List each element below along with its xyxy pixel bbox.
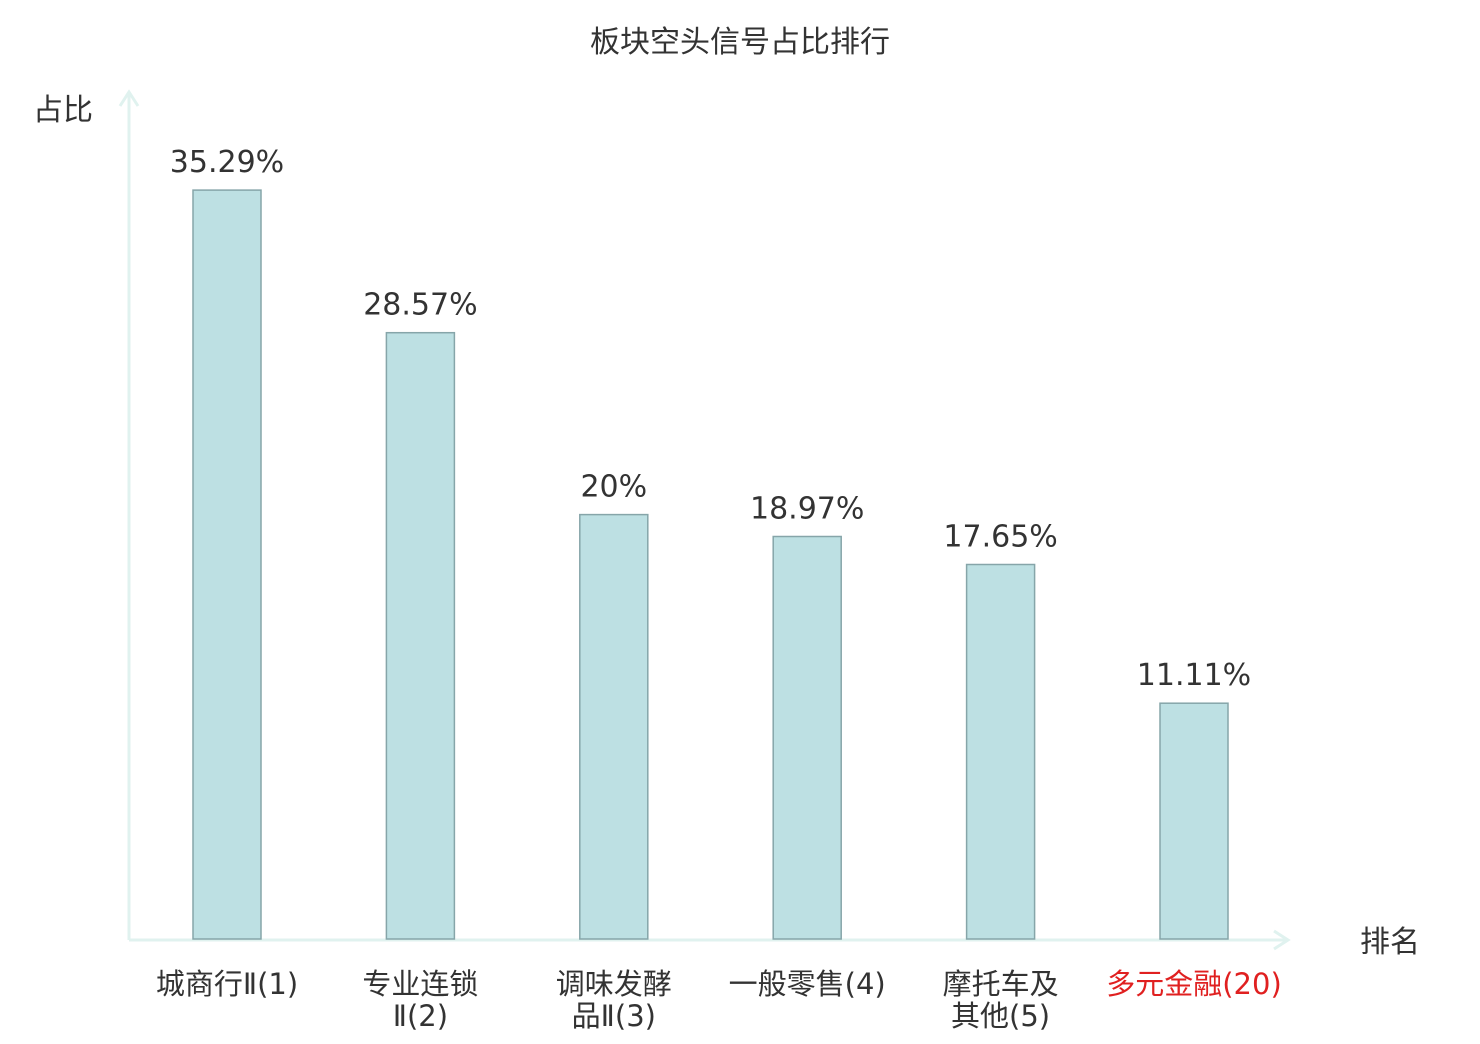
x-axis-arrow bbox=[1273, 929, 1291, 951]
y-axis-arrow bbox=[118, 89, 140, 107]
x-axis-label: 排名 bbox=[1360, 925, 1420, 960]
category-tick-label: 调味发酵 bbox=[556, 967, 672, 1001]
bar bbox=[772, 535, 842, 940]
data-label: 35.29% bbox=[170, 145, 284, 180]
category-tick-label: 多元金融(20) bbox=[1106, 967, 1282, 1001]
category-tick-label: 一般零售(4) bbox=[729, 967, 886, 1001]
data-label: 28.57% bbox=[363, 288, 477, 323]
category-tick-label: 城商行Ⅱ(1) bbox=[156, 967, 298, 1001]
y-axis-label: 占比 bbox=[33, 93, 93, 128]
category-tick-label: Ⅱ(2) bbox=[393, 999, 448, 1033]
data-label: 20% bbox=[580, 470, 647, 505]
data-label: 11.11% bbox=[1137, 658, 1251, 693]
bar bbox=[579, 513, 649, 940]
data-label: 17.65% bbox=[943, 520, 1057, 555]
bar bbox=[192, 189, 262, 940]
bars-layer bbox=[192, 189, 1229, 940]
bar bbox=[1159, 702, 1229, 940]
bar bbox=[965, 563, 1036, 940]
bar bbox=[385, 331, 456, 940]
category-tick-label: 其他(5) bbox=[951, 999, 1050, 1033]
category-tick-label: 专业连锁 bbox=[362, 967, 478, 1001]
chart-title: 板块空头信号占比排行 bbox=[590, 25, 890, 60]
category-tick-label: 摩托车及 bbox=[943, 967, 1059, 1001]
value-labels-layer: 35.29% 28.57% 20% 18.97% 17.65% 11.11% bbox=[170, 145, 1251, 693]
data-label: 18.97% bbox=[750, 492, 864, 527]
category-tick-label: 品Ⅱ(3) bbox=[572, 999, 656, 1033]
